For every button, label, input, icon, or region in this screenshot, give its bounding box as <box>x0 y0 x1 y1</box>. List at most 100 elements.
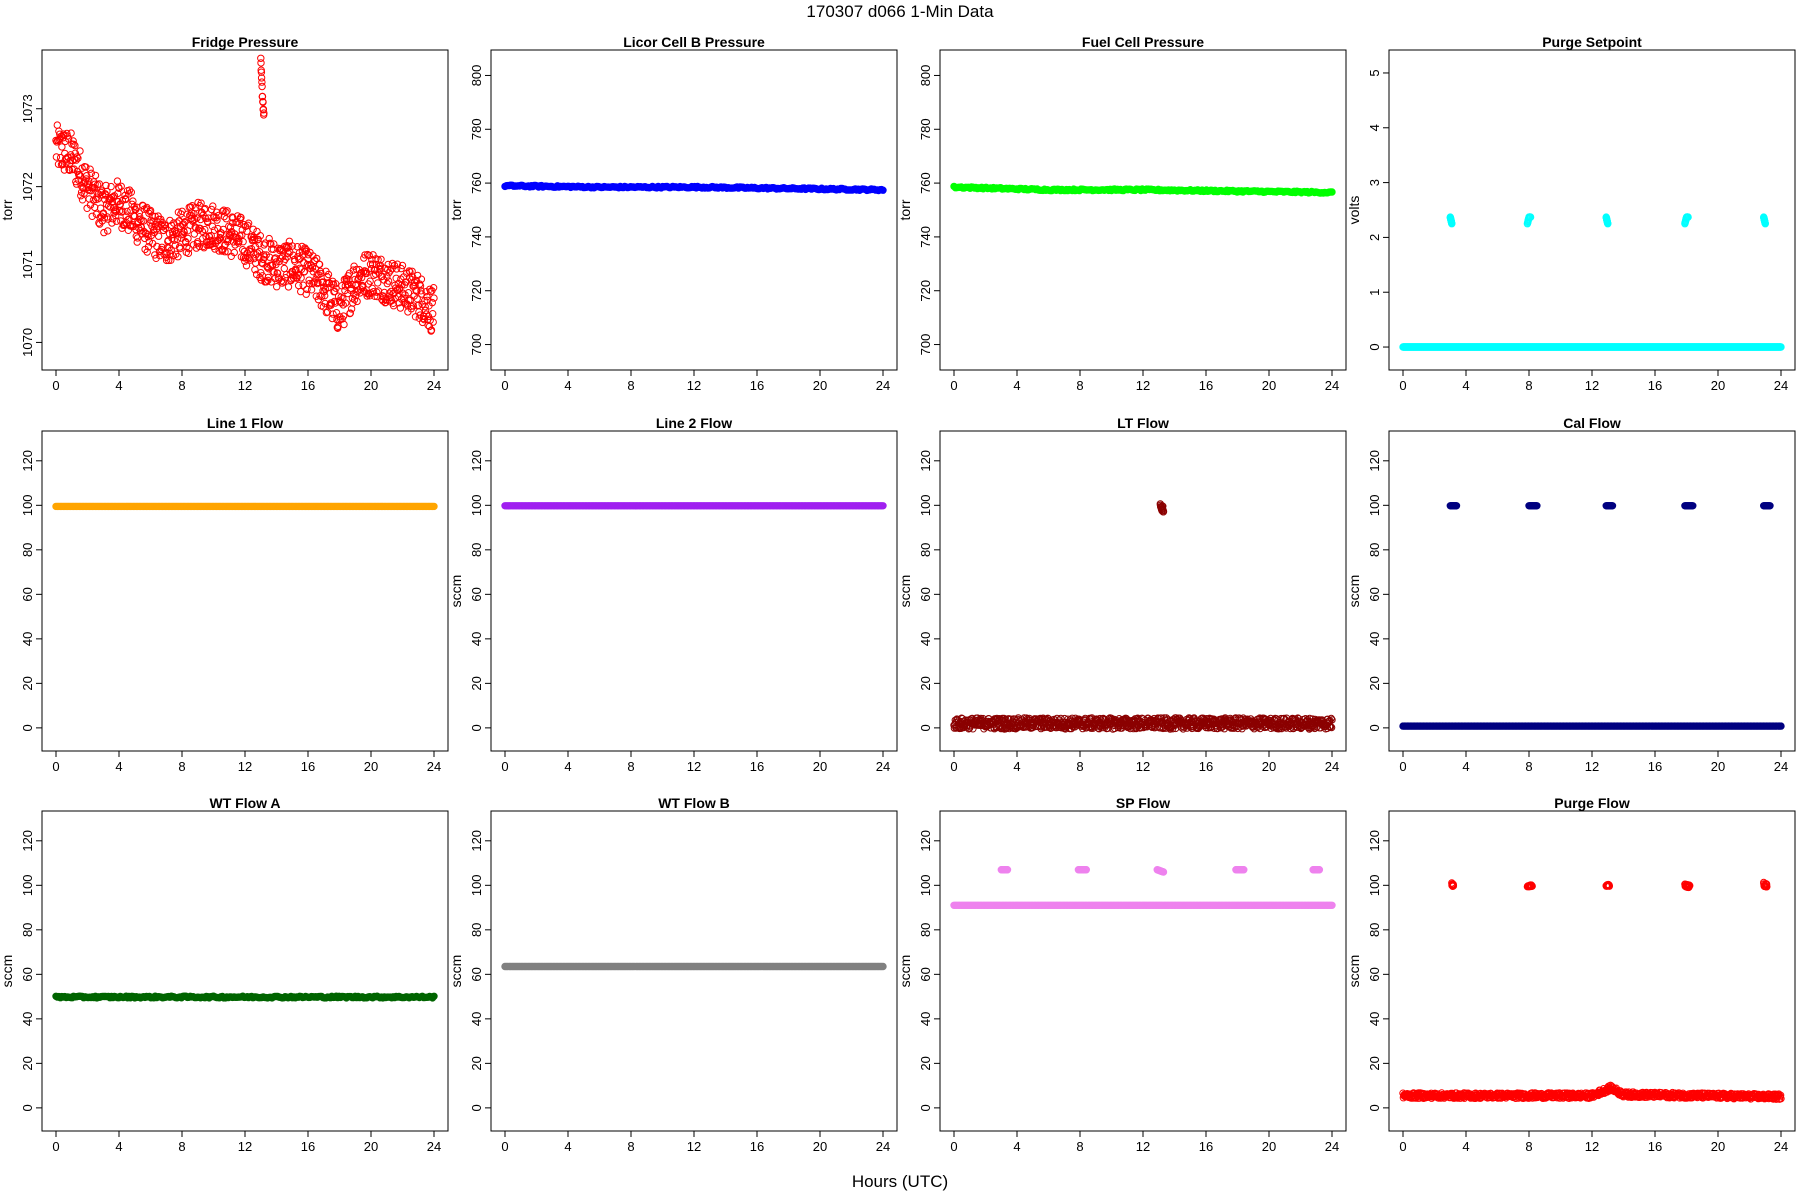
y-tick-label: 800 <box>918 65 933 87</box>
data-point <box>213 216 221 224</box>
data-point <box>205 233 214 241</box>
data-point <box>297 274 305 282</box>
y-tick-label: 4 <box>1367 124 1382 131</box>
x-tick-label: 8 <box>178 759 185 774</box>
x-tick-label: 20 <box>1262 759 1276 774</box>
y-tick-label: 780 <box>918 118 933 140</box>
y-tick-label: 740 <box>918 226 933 248</box>
x-tick-label: 0 <box>1399 378 1406 393</box>
x-tick-label: 8 <box>627 1139 634 1154</box>
y-tick-label: 1073 <box>20 94 35 123</box>
y-tick-label: 40 <box>469 632 484 646</box>
x-tick-label: 8 <box>1076 759 1083 774</box>
data-point <box>82 175 91 183</box>
y-tick-label: 120 <box>20 450 35 472</box>
data-point <box>112 217 121 225</box>
x-tick-label: 12 <box>238 1139 252 1154</box>
data-point <box>117 182 125 191</box>
data-point <box>70 140 78 149</box>
data-point <box>235 237 243 246</box>
data-point <box>179 220 188 228</box>
panel-title: WT Flow B <box>658 795 730 811</box>
plot-frame <box>490 810 898 1132</box>
x-tick-label: 16 <box>301 1139 315 1154</box>
data-point <box>103 187 111 196</box>
data-point <box>230 248 239 257</box>
data-point <box>65 166 74 175</box>
data-point <box>185 244 193 253</box>
data-point <box>363 269 371 278</box>
panel-title: Purge Setpoint <box>1542 34 1642 50</box>
data-point <box>109 203 118 212</box>
data-point <box>240 221 248 229</box>
data-point <box>374 279 382 287</box>
data-point <box>377 255 385 263</box>
y-tick-label: 40 <box>469 1012 484 1026</box>
y-tick-label: 60 <box>469 587 484 601</box>
series-0 <box>950 714 1336 733</box>
y-tick-label: 120 <box>1367 450 1382 472</box>
x-tick-label: 4 <box>564 759 571 774</box>
x-tick-label: 24 <box>427 378 441 393</box>
data-point <box>413 271 422 280</box>
x-tick-label: 12 <box>1136 378 1150 393</box>
data-point <box>315 260 324 269</box>
series-3 <box>1602 213 1612 228</box>
plot-frame <box>939 430 1347 752</box>
data-point <box>429 284 438 292</box>
data-point <box>239 246 247 254</box>
data-point <box>237 213 245 222</box>
data-point <box>257 59 265 67</box>
data-point <box>284 249 292 257</box>
data-point <box>69 137 77 145</box>
y-tick-label: 800 <box>469 65 484 87</box>
x-tick-label: 24 <box>876 1139 890 1154</box>
panel-title: Licor Cell B Pressure <box>623 34 765 50</box>
data-point <box>249 225 257 234</box>
x-tick-label: 0 <box>1399 759 1406 774</box>
data-point <box>161 224 170 233</box>
data-point <box>73 153 81 161</box>
x-tick-label: 0 <box>501 378 508 393</box>
y-tick-label: 120 <box>20 830 35 852</box>
data-point <box>52 153 61 161</box>
x-tick-label: 0 <box>52 759 59 774</box>
data-point <box>361 251 369 259</box>
x-tick-label: 4 <box>115 759 122 774</box>
y-tick-label: 720 <box>469 280 484 302</box>
data-point <box>299 281 307 289</box>
x-tick-label: 0 <box>52 1139 59 1154</box>
x-tick-label: 4 <box>1013 378 1020 393</box>
data-point <box>204 218 212 227</box>
data-point <box>210 226 219 234</box>
data-point <box>1533 502 1541 510</box>
series-4 <box>1681 213 1692 228</box>
data-point <box>258 78 266 86</box>
series-4 <box>1681 502 1697 510</box>
y-tick-label: 60 <box>20 587 35 601</box>
data-point <box>104 227 112 235</box>
y-tick-label: 60 <box>918 587 933 601</box>
data-point <box>879 502 887 510</box>
data-point <box>143 248 151 256</box>
y-tick-label: 80 <box>918 543 933 557</box>
y-tick-label: 760 <box>918 172 933 194</box>
data-point <box>162 256 171 265</box>
page-title: 170307 d066 1-Min Data <box>806 2 994 21</box>
data-point <box>180 228 188 236</box>
data-point <box>58 143 66 151</box>
x-tick-label: 12 <box>238 759 252 774</box>
x-tick-label: 4 <box>115 378 122 393</box>
data-point <box>359 268 368 276</box>
series-0 <box>950 182 1336 197</box>
y-tick-label: 0 <box>1367 343 1382 350</box>
data-point <box>119 207 127 215</box>
data-point <box>376 266 384 274</box>
data-point <box>300 267 309 276</box>
data-point <box>154 232 163 240</box>
data-point <box>337 299 346 307</box>
